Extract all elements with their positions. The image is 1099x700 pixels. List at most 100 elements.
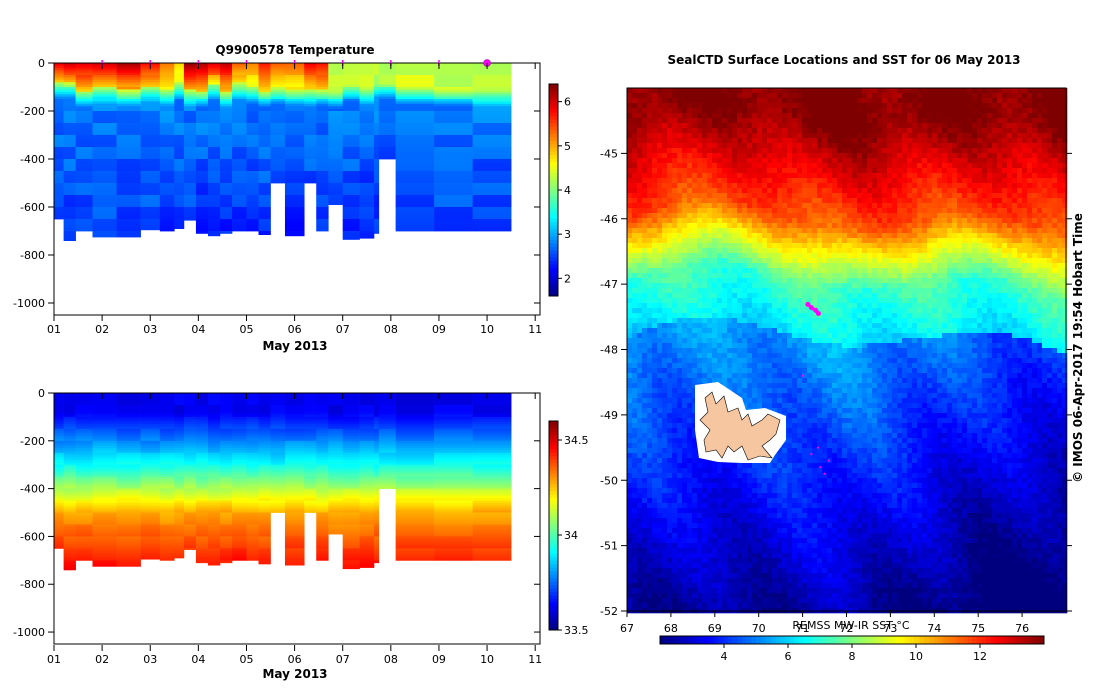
temperature-cell: [116, 204, 141, 208]
temperature-cell: [159, 87, 175, 90]
sst-cell: [912, 103, 918, 109]
temperature-cell: [359, 166, 375, 169]
salinity-cell: [378, 469, 396, 473]
sst-cell: [757, 88, 763, 94]
salinity-cell: [116, 452, 141, 456]
salinity-cell: [328, 524, 344, 528]
temperature-cell: [183, 142, 197, 145]
sst-cell: [1062, 108, 1068, 114]
temperature-cell: [220, 202, 233, 205]
temperature-cell: [159, 108, 175, 112]
temperature-cell: [316, 190, 329, 193]
salinity-cell: [270, 469, 286, 473]
temperature-cell: [472, 168, 512, 172]
sst-cell: [1017, 118, 1023, 124]
salinity-cell: [373, 548, 380, 552]
temperature-cell: [54, 139, 64, 143]
temperature-cell: [342, 84, 360, 88]
salinity-cell: [207, 450, 221, 454]
sst-cell: [762, 143, 768, 149]
salinity-cell: [92, 469, 117, 473]
sst-cell: [637, 118, 643, 124]
sst-cell: [987, 138, 993, 144]
temperature-cell: [342, 91, 360, 95]
sst-cell: [922, 103, 928, 109]
sst-cell: [677, 133, 683, 139]
salinity-cell: [232, 400, 247, 403]
sst-cell: [787, 143, 793, 149]
temperature-cell: [116, 147, 141, 150]
sst-cell: [762, 108, 768, 114]
salinity-cell: [270, 440, 286, 444]
temperature-cell: [195, 180, 209, 184]
temperature-cell: [116, 115, 141, 119]
temperature-cell: [342, 115, 360, 119]
sst-cell: [907, 133, 913, 139]
sst-cell: [862, 98, 868, 104]
salinity-cell: [359, 438, 375, 442]
salinity-cell: [183, 412, 197, 415]
sst-cell: [682, 138, 688, 144]
temperature-cell: [284, 207, 305, 210]
temperature-cell: [54, 144, 64, 148]
salinity-cell: [92, 505, 117, 509]
temperature-cell: [232, 202, 247, 205]
colorbar-swatch: [549, 553, 558, 558]
sst-cell: [797, 133, 803, 139]
salinity-cell: [195, 534, 209, 537]
temperature-cell: [359, 163, 375, 167]
temperature-cell: [395, 151, 435, 155]
salinity-cell: [232, 493, 247, 497]
salinity-cell: [54, 402, 64, 406]
temperature-cell: [246, 185, 259, 189]
sst-cell: [1007, 118, 1013, 124]
sst-cell: [812, 143, 818, 149]
sst-cell: [802, 123, 808, 129]
temperature-cell: [159, 183, 175, 186]
temperature-cell: [284, 87, 305, 90]
temperature-cell: [220, 149, 233, 153]
sst-cell: [1052, 128, 1058, 134]
temperature-cell: [246, 171, 259, 174]
salinity-cell: [232, 495, 247, 499]
temperature-cell: [328, 130, 344, 133]
salinity-cell: [258, 498, 271, 501]
temperature-cell: [270, 94, 286, 97]
temperature-cell: [195, 168, 209, 172]
salinity-cell: [258, 541, 271, 544]
salinity-cell: [395, 526, 435, 530]
temperature-cell: [220, 154, 233, 157]
temperature-cell: [304, 99, 317, 102]
sst-cell: [1012, 98, 1018, 104]
salinity-cell: [304, 419, 317, 423]
temperature-cell: [246, 77, 259, 81]
sst-cell: [682, 103, 688, 109]
salinity-cell: [258, 534, 271, 537]
temperature-cell: [472, 207, 512, 210]
salinity-cell: [434, 407, 473, 411]
sst-cell: [1062, 118, 1068, 124]
temperature-cell: [174, 63, 185, 66]
salinity-cell: [195, 531, 209, 535]
sst-cell: [877, 133, 883, 139]
temperature-cell: [373, 125, 380, 129]
salinity-cell: [472, 491, 512, 494]
sst-cell: [997, 93, 1003, 99]
salinity-cell: [258, 464, 271, 468]
salinity-cell: [284, 560, 305, 564]
temperature-cell: [434, 75, 473, 78]
salinity-cell: [195, 452, 209, 456]
temperature-cell: [328, 202, 344, 205]
temperature-cell: [258, 228, 271, 232]
temperature-cell: [220, 166, 233, 169]
salinity-cell: [373, 452, 380, 456]
sst-cell: [932, 108, 938, 114]
salinity-profile-column: [159, 393, 175, 561]
salinity-cell: [359, 452, 375, 456]
salinity-cell: [373, 524, 380, 528]
temperature-cell: [140, 183, 161, 186]
colorbar-swatch: [549, 466, 558, 471]
sst-cell: [832, 103, 838, 109]
sst-cell: [987, 88, 993, 94]
temperature-cell: [174, 94, 185, 97]
